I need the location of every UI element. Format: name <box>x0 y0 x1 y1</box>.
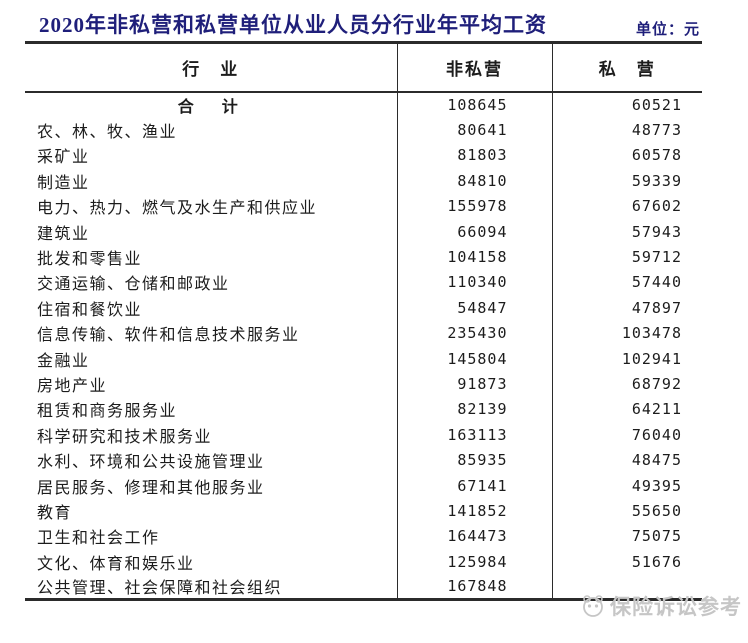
non-private-value-cell: 81803 <box>397 142 553 169</box>
private-value-cell: 48773 <box>631 121 682 140</box>
table-row: 批发和零售业 104158 59712 <box>25 244 702 270</box>
non-private-value-cell: 84810 <box>397 168 553 194</box>
private-value-cell: 60521 <box>631 96 682 115</box>
non-private-value-cell: 164473 <box>397 523 553 550</box>
table-row: 公共管理、社会保障和社会组织 167848 <box>25 574 702 600</box>
industry-cell: 电力、热力、燃气及水生产和供应业 <box>25 193 398 219</box>
table-row: 农、林、牧、渔业 80641 48773 <box>25 117 702 143</box>
non-private-value-cell: 155978 <box>397 193 553 219</box>
panda-face-icon <box>583 595 603 617</box>
non-private-value-cell: 167848 <box>397 574 553 600</box>
table-row: 教育 141852 55650 <box>25 498 702 524</box>
column-header-industry: 行 业 <box>25 44 398 93</box>
non-private-value-cell: 91873 <box>397 371 553 397</box>
non-private-value-cell: 66094 <box>397 218 553 245</box>
table-row: 信息传输、软件和信息技术服务业 235430 103478 <box>25 320 702 346</box>
table-header: 行 业 非私营 私 营 <box>25 44 702 93</box>
non-private-value-cell: 67141 <box>397 472 553 499</box>
private-value-cell: 57440 <box>631 273 682 292</box>
industry-cell: 公共管理、社会保障和社会组织 <box>25 574 398 600</box>
industry-cell: 建筑业 <box>25 218 398 245</box>
private-value-cell: 103478 <box>621 324 682 343</box>
table-row: 住宿和餐饮业 54847 47897 <box>25 295 702 321</box>
non-private-value-cell: 108645 <box>397 92 553 118</box>
industry-cell: 交通运输、仓储和邮政业 <box>25 269 398 296</box>
industry-cell: 房地产业 <box>25 371 398 397</box>
industry-cell: 批发和零售业 <box>25 244 398 270</box>
non-private-value-cell: 104158 <box>397 244 553 270</box>
private-value-cell: 67602 <box>631 197 682 216</box>
page-title: 2020年非私营和私营单位从业人员分行业年平均工资 <box>39 13 547 37</box>
industry-cell: 科学研究和技术服务业 <box>25 422 398 448</box>
industry-cell: 租赁和商务服务业 <box>25 396 398 423</box>
industry-cell: 居民服务、修理和其他服务业 <box>25 472 398 499</box>
header-row: 行 业 非私营 私 营 <box>25 44 702 93</box>
industry-cell: 制造业 <box>25 168 398 194</box>
watermark-text: 保险诉讼参考 <box>610 595 742 619</box>
private-value-cell: 76040 <box>631 425 682 444</box>
industry-cell: 农、林、牧、渔业 <box>25 117 398 143</box>
private-value-cell: 49395 <box>631 476 682 495</box>
title-row: 2020年非私营和私营单位从业人员分行业年平均工资 单位：元 <box>25 13 702 44</box>
table-row: 房地产业 91873 68792 <box>25 371 702 397</box>
non-private-value-cell: 141852 <box>397 498 553 524</box>
non-private-value-cell: 163113 <box>397 422 553 448</box>
private-value-cell: 60578 <box>631 146 682 165</box>
table-row: 文化、体育和娱乐业 125984 51676 <box>25 549 702 575</box>
industry-cell: 信息传输、软件和信息技术服务业 <box>25 320 398 346</box>
private-value-cell: 59339 <box>631 171 682 190</box>
watermark: 保险诉讼参考 <box>580 591 742 621</box>
table-row: 制造业 84810 59339 <box>25 168 702 194</box>
table-row: 水利、环境和公共设施管理业 85935 48475 <box>25 447 702 473</box>
private-value-cell: 57943 <box>631 222 682 241</box>
wage-table: 行 业 非私营 私 营 合 计 108645 60521 农、林、牧、渔业 80641 4… <box>25 44 702 602</box>
table-row: 合 计 108645 60521 <box>25 92 702 118</box>
table-row: 卫生和社会工作 164473 75075 <box>25 523 702 550</box>
non-private-value-cell: 125984 <box>397 549 553 575</box>
non-private-value-cell: 82139 <box>397 396 553 423</box>
private-value-cell: 102941 <box>621 349 682 368</box>
private-value-cell: 55650 <box>631 501 682 520</box>
industry-cell: 教育 <box>25 498 398 524</box>
table-row: 金融业 145804 102941 <box>25 345 702 372</box>
table-row: 租赁和商务服务业 82139 64211 <box>25 396 702 423</box>
table-row: 科学研究和技术服务业 163113 76040 <box>25 422 702 448</box>
column-header-private: 私 营 <box>552 44 702 93</box>
table-row: 采矿业 81803 60578 <box>25 142 702 169</box>
industry-cell: 合 计 <box>25 92 398 118</box>
industry-cell: 卫生和社会工作 <box>25 523 398 550</box>
private-value-cell: 59712 <box>631 248 682 267</box>
non-private-value-cell: 85935 <box>397 447 553 473</box>
table-row: 建筑业 66094 57943 <box>25 218 702 245</box>
table-row: 交通运输、仓储和邮政业 110340 57440 <box>25 269 702 296</box>
private-value-cell: 64211 <box>631 400 682 419</box>
private-value-cell: 75075 <box>631 527 682 546</box>
table-row: 居民服务、修理和其他服务业 67141 49395 <box>25 472 702 499</box>
wage-table-container: 2020年非私营和私营单位从业人员分行业年平均工资 单位：元 行 业 非私营 私… <box>25 13 702 602</box>
industry-cell: 水利、环境和公共设施管理业 <box>25 447 398 473</box>
private-value-cell: 47897 <box>631 298 682 317</box>
private-value-cell: 68792 <box>631 374 682 393</box>
non-private-value-cell: 54847 <box>397 295 553 321</box>
non-private-value-cell: 110340 <box>397 269 553 296</box>
industry-cell: 文化、体育和娱乐业 <box>25 549 398 575</box>
unit-label: 单位：元 <box>635 22 700 38</box>
table-row: 电力、热力、燃气及水生产和供应业 155978 67602 <box>25 193 702 219</box>
private-value-cell: 48475 <box>631 451 682 470</box>
industry-cell: 采矿业 <box>25 142 398 169</box>
non-private-value-cell: 145804 <box>397 345 553 372</box>
industry-cell: 金融业 <box>25 345 398 372</box>
private-value-cell: 51676 <box>631 552 682 571</box>
non-private-value-cell: 235430 <box>397 320 553 346</box>
non-private-value-cell: 80641 <box>397 117 553 143</box>
industry-cell: 住宿和餐饮业 <box>25 295 398 321</box>
column-header-non-private: 非私营 <box>397 44 553 93</box>
table-body: 合 计 108645 60521 农、林、牧、渔业 80641 48773 采矿业 81803… <box>25 92 702 600</box>
